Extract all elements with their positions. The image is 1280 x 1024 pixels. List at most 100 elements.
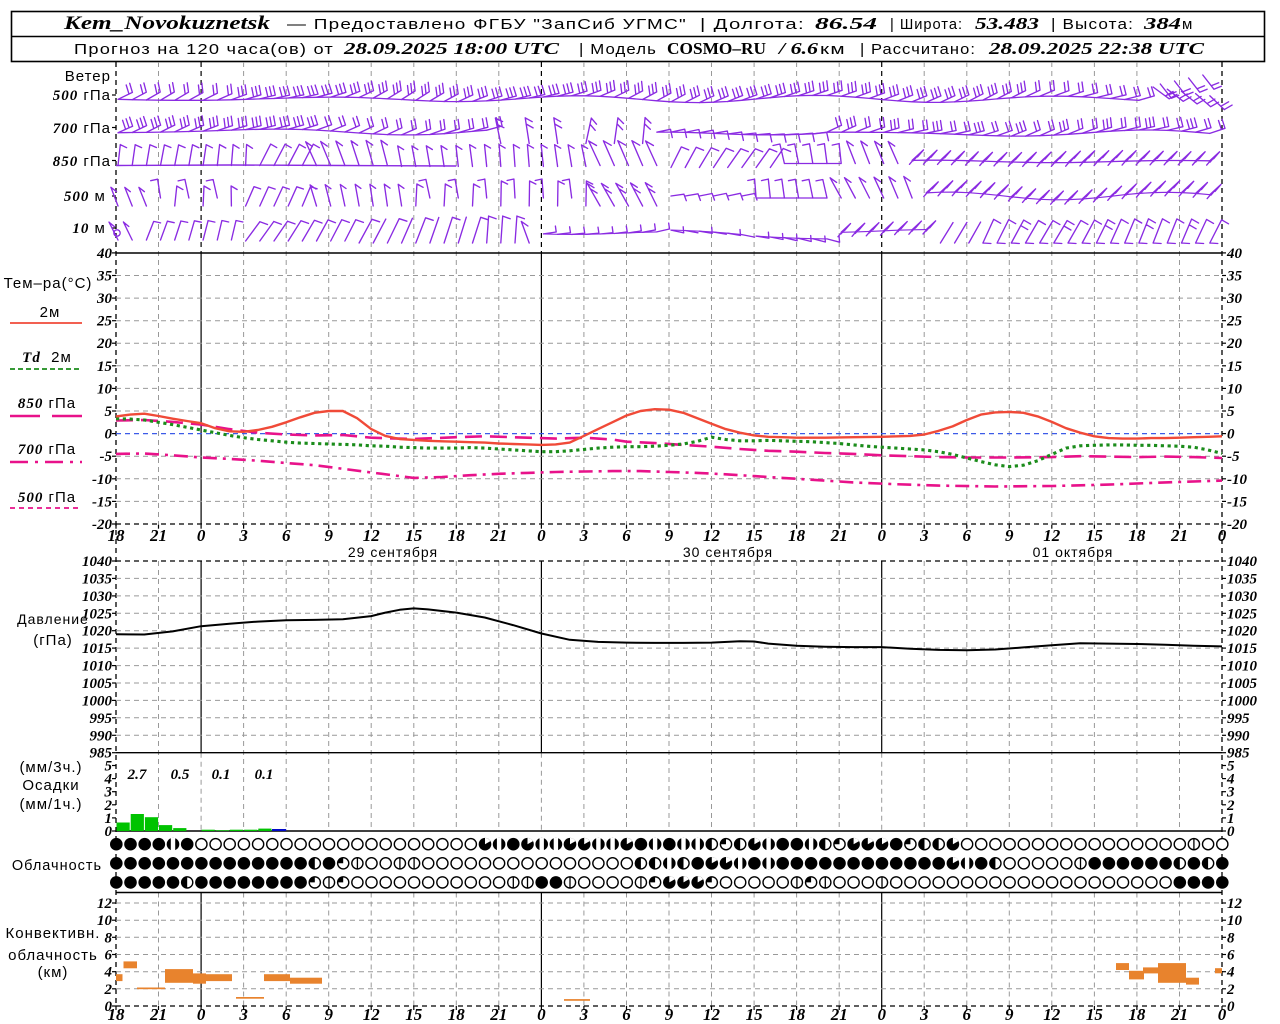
svg-text:Ветер: Ветер — [65, 68, 111, 85]
svg-text:1015: 1015 — [82, 641, 113, 657]
svg-text:15: 15 — [1086, 526, 1104, 545]
svg-text:15: 15 — [1227, 359, 1243, 375]
svg-text:1010: 1010 — [1227, 659, 1258, 675]
svg-text:86.54: 86.54 — [815, 14, 877, 33]
svg-text:10: 10 — [97, 913, 113, 929]
svg-text:-5: -5 — [1227, 449, 1240, 465]
svg-text:15: 15 — [746, 526, 764, 545]
svg-text:18: 18 — [448, 526, 466, 545]
svg-text:Тем–ра(°С): Тем–ра(°С) — [4, 275, 93, 292]
svg-text:30: 30 — [1226, 291, 1243, 307]
svg-text:| Долгота:: | Долгота: — [700, 16, 805, 33]
svg-text:Давление: Давление — [17, 611, 89, 627]
svg-text:2.7: 2.7 — [127, 767, 147, 783]
svg-text:1: 1 — [105, 811, 113, 827]
svg-text:| Рассчитано:: | Рассчитано: — [860, 41, 976, 58]
svg-text:4: 4 — [1226, 965, 1235, 981]
svg-text:6: 6 — [282, 1005, 291, 1024]
svg-text:1040: 1040 — [1227, 554, 1258, 570]
svg-text:21: 21 — [1170, 1005, 1188, 1024]
svg-text:2: 2 — [1226, 798, 1235, 814]
svg-text:12: 12 — [97, 896, 113, 912]
svg-text:1040: 1040 — [82, 554, 113, 570]
svg-text:4: 4 — [104, 965, 113, 981]
svg-text:1020: 1020 — [82, 624, 113, 640]
svg-text:Конвективн.: Конвективн. — [6, 925, 101, 942]
svg-text:21: 21 — [489, 1005, 507, 1024]
svg-text:-20: -20 — [92, 517, 112, 533]
svg-text:995: 995 — [90, 711, 113, 727]
svg-text:985: 985 — [1227, 746, 1250, 762]
svg-text:Kem_Novokuznetsk: Kem_Novokuznetsk — [63, 13, 271, 34]
svg-text:12: 12 — [363, 526, 381, 545]
svg-text:18: 18 — [788, 1005, 806, 1024]
svg-text:850 гПа: 850 гПа — [18, 395, 76, 412]
svg-text:5: 5 — [1227, 759, 1235, 775]
svg-text:0: 0 — [105, 999, 113, 1015]
svg-text:4: 4 — [1226, 772, 1235, 788]
svg-text:0: 0 — [197, 1005, 206, 1024]
svg-text:-10: -10 — [1227, 472, 1247, 488]
svg-text:0: 0 — [537, 1005, 546, 1024]
svg-text:28.09.2025 22:38 UTC: 28.09.2025 22:38 UTC — [988, 39, 1205, 58]
svg-text:— Предоставлено ФГБУ "ЗапСиб У: — Предоставлено ФГБУ "ЗапСиб УГМС" — [287, 16, 687, 33]
svg-text:0: 0 — [537, 526, 546, 545]
svg-text:2: 2 — [104, 798, 113, 814]
svg-text:1035: 1035 — [1227, 571, 1258, 587]
svg-text:0: 0 — [877, 1005, 886, 1024]
svg-text:6: 6 — [622, 1005, 631, 1024]
svg-text:8: 8 — [105, 930, 113, 946]
svg-text:0.1: 0.1 — [255, 767, 274, 783]
svg-text:6: 6 — [282, 526, 291, 545]
svg-text:0.1: 0.1 — [212, 767, 231, 783]
svg-text:18: 18 — [108, 1005, 126, 1024]
svg-text:15: 15 — [405, 526, 423, 545]
svg-text:384: 384 — [1143, 14, 1181, 33]
svg-text:15: 15 — [405, 1005, 423, 1024]
svg-text:9: 9 — [665, 526, 674, 545]
svg-text:18: 18 — [788, 526, 806, 545]
svg-text:21: 21 — [149, 526, 167, 545]
svg-text:20: 20 — [1226, 336, 1243, 352]
svg-text:9: 9 — [1005, 1005, 1014, 1024]
svg-text:-5: -5 — [100, 449, 113, 465]
svg-text:15: 15 — [1086, 1005, 1104, 1024]
svg-text:18: 18 — [1128, 526, 1146, 545]
svg-text:21: 21 — [830, 1005, 848, 1024]
svg-text:(гПа): (гПа) — [33, 632, 73, 649]
svg-text:15: 15 — [97, 359, 113, 375]
svg-text:3: 3 — [1226, 785, 1235, 801]
svg-text:3: 3 — [579, 1005, 589, 1024]
svg-text:53.483: 53.483 — [975, 14, 1040, 33]
svg-text:0: 0 — [105, 824, 113, 840]
svg-text:Прогноз на 120 часа(ов) от: Прогноз на 120 часа(ов) от — [74, 41, 334, 58]
svg-text:| Высота:: | Высота: — [1051, 16, 1134, 33]
svg-text:3: 3 — [104, 785, 113, 801]
svg-text:1025: 1025 — [82, 606, 113, 622]
svg-text:1000: 1000 — [82, 693, 113, 709]
svg-text:1025: 1025 — [1227, 606, 1258, 622]
svg-text:Осадки: Осадки — [22, 777, 79, 794]
svg-text:1030: 1030 — [1227, 589, 1258, 605]
svg-text:30: 30 — [96, 291, 113, 307]
svg-text:| Широта:: | Широта: — [890, 16, 963, 33]
svg-text:10 м: 10 м — [72, 220, 111, 237]
svg-text:9: 9 — [1005, 526, 1014, 545]
svg-text:м: м — [1182, 16, 1193, 33]
svg-text:-15: -15 — [92, 494, 112, 510]
svg-text:9: 9 — [324, 526, 333, 545]
svg-text:500 гПа: 500 гПа — [53, 87, 111, 104]
svg-text:6: 6 — [1227, 948, 1235, 964]
svg-text:985: 985 — [90, 746, 113, 762]
svg-text:(мм/3ч.): (мм/3ч.) — [19, 759, 82, 776]
svg-text:12: 12 — [363, 1005, 381, 1024]
svg-text:30 сентября: 30 сентября — [683, 544, 773, 560]
svg-text:0: 0 — [1227, 824, 1235, 840]
svg-text:1030: 1030 — [82, 589, 113, 605]
svg-text:4: 4 — [104, 772, 113, 788]
svg-text:0.5: 0.5 — [171, 767, 190, 783]
svg-text:21: 21 — [1170, 526, 1188, 545]
svg-text:01 октября: 01 октября — [1033, 544, 1114, 560]
svg-text:км: км — [820, 41, 846, 58]
svg-text:12: 12 — [1043, 526, 1061, 545]
